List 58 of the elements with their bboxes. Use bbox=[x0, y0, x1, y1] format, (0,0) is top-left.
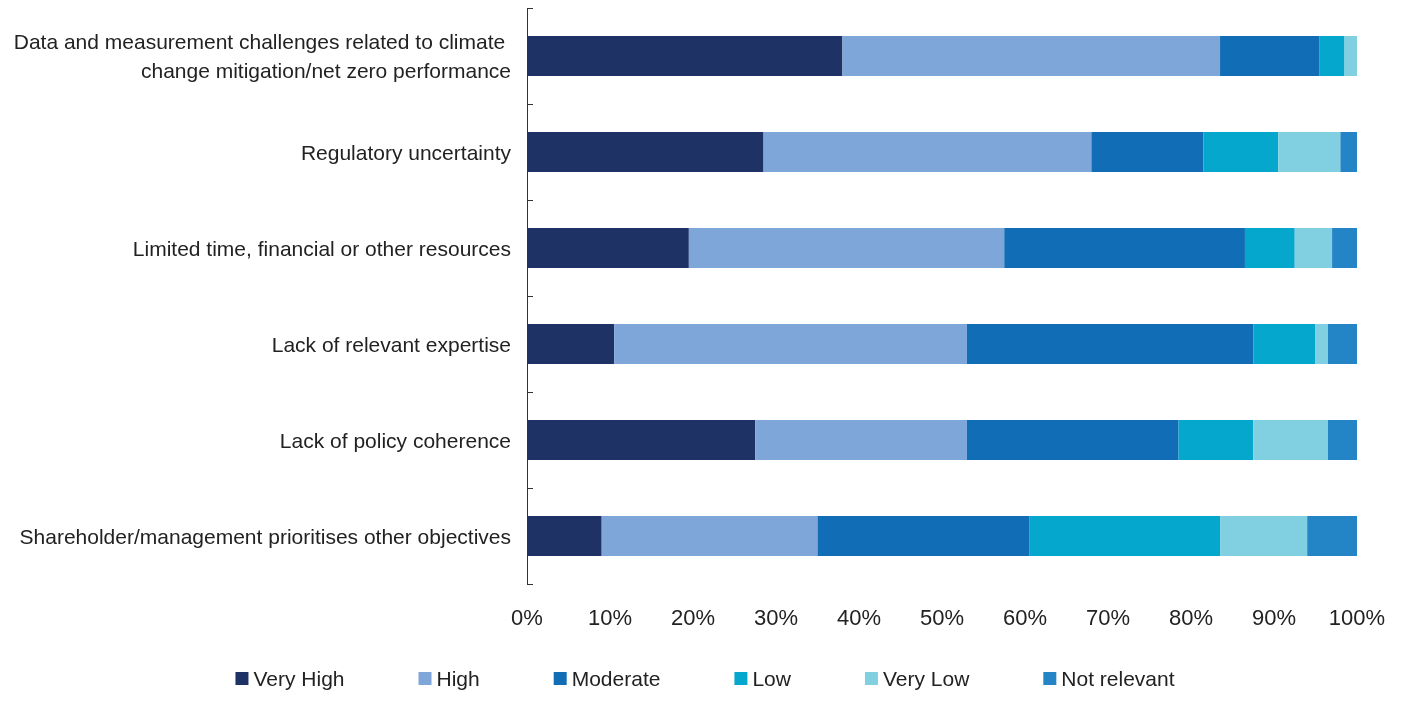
bar bbox=[1307, 516, 1357, 556]
x-tick-label: 40% bbox=[836, 604, 882, 630]
bar bbox=[1253, 324, 1316, 364]
bar bbox=[966, 420, 1179, 460]
bar bbox=[1091, 132, 1204, 172]
bar bbox=[1178, 420, 1254, 460]
legend-label: High bbox=[436, 667, 480, 690]
bar bbox=[1340, 132, 1357, 172]
bar bbox=[755, 420, 967, 460]
bar bbox=[527, 228, 689, 268]
legend-label: Very Low bbox=[882, 667, 971, 690]
bar bbox=[1327, 324, 1357, 364]
bar bbox=[1294, 228, 1333, 268]
bar bbox=[1220, 516, 1308, 556]
y-tick-label: Data and measurement challenges related to climate change mitigation/net zero performance bbox=[13, 30, 511, 82]
bar bbox=[817, 516, 1030, 556]
y-tick-label: Shareholder/management prioritises other objectives bbox=[19, 524, 511, 548]
bar bbox=[527, 36, 843, 76]
legend-label: Not relevant bbox=[1061, 667, 1175, 690]
y-tick-label: Lack of policy coherence bbox=[279, 428, 511, 452]
bar bbox=[527, 324, 615, 364]
bar bbox=[527, 132, 764, 172]
bar bbox=[527, 420, 756, 460]
bar bbox=[1327, 420, 1357, 460]
legend-label: Low bbox=[752, 667, 792, 690]
legend-label: Very High bbox=[253, 667, 345, 690]
bar bbox=[763, 132, 1092, 172]
x-tick-label: 10% bbox=[587, 604, 633, 630]
bar bbox=[1278, 132, 1341, 172]
bar bbox=[601, 516, 818, 556]
x-tick-label: 90% bbox=[1251, 604, 1297, 630]
bar bbox=[1344, 36, 1357, 76]
x-tick-label: 80% bbox=[1168, 604, 1214, 630]
bar bbox=[1332, 228, 1357, 268]
bar bbox=[1203, 132, 1279, 172]
x-tick-label: 20% bbox=[670, 604, 716, 630]
x-tick-label: 0% bbox=[511, 604, 543, 630]
bar bbox=[1319, 36, 1345, 76]
bar bbox=[1253, 420, 1328, 460]
bar bbox=[1220, 36, 1320, 76]
bar bbox=[842, 36, 1221, 76]
y-tick-label: Regulatory uncertainty bbox=[300, 140, 512, 164]
y-tick-label: Lack of relevant expertise bbox=[271, 332, 511, 356]
x-tick-label: 60% bbox=[1002, 604, 1048, 630]
bar bbox=[614, 324, 967, 364]
legend-label: Moderate bbox=[571, 667, 661, 690]
bar bbox=[1029, 516, 1221, 556]
bar bbox=[966, 324, 1254, 364]
x-tick-label: 50% bbox=[919, 604, 965, 630]
bar bbox=[527, 516, 602, 556]
y-tick-label: Limited time, financial or other resources bbox=[132, 236, 511, 260]
bar bbox=[688, 228, 1005, 268]
x-tick-label: 70% bbox=[1085, 604, 1131, 630]
bar bbox=[1244, 228, 1295, 268]
x-tick-label: 100% bbox=[1328, 604, 1386, 630]
bar bbox=[1004, 228, 1245, 268]
x-tick-label: 30% bbox=[753, 604, 799, 630]
bar bbox=[1315, 324, 1328, 364]
